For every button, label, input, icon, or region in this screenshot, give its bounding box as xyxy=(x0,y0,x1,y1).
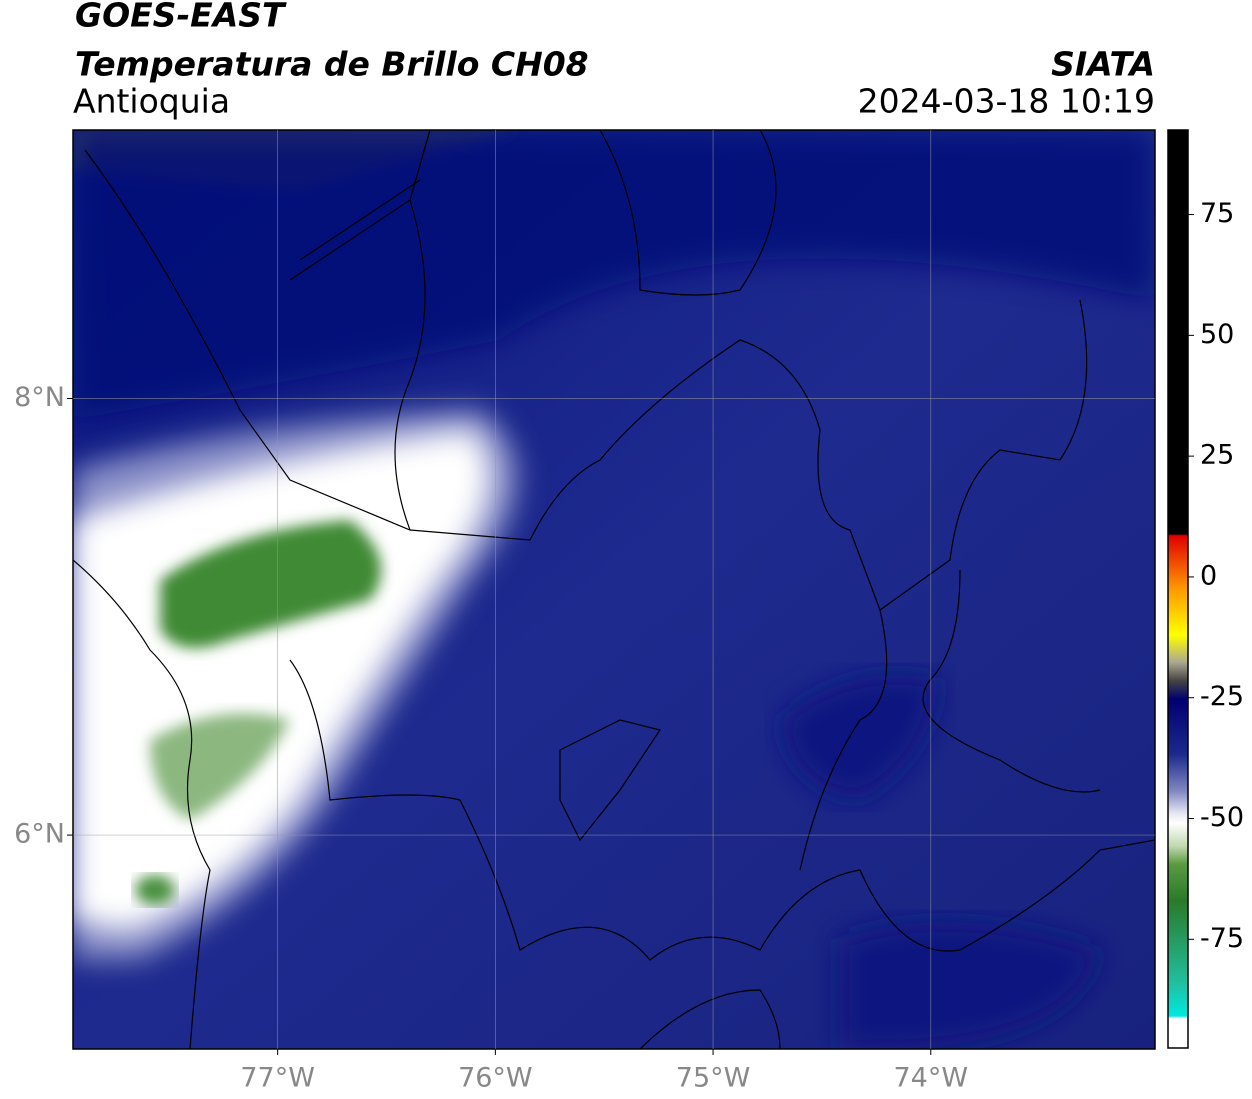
x-tick-label: 76°W xyxy=(458,1063,533,1094)
colorbar-tick-label: -25 xyxy=(1200,681,1244,712)
colorbar-tick-label: 25 xyxy=(1200,440,1234,471)
timestamp: 2024-03-18 10:19 xyxy=(858,82,1155,121)
x-tick-label: 74°W xyxy=(893,1063,968,1094)
colorbar-tick-label: -75 xyxy=(1200,923,1244,954)
y-tick-label: 6°N xyxy=(14,819,65,850)
map-frame xyxy=(72,129,1156,1050)
colorbar-tick-label: 75 xyxy=(1200,198,1234,229)
subtitle: Temperatura de Brillo CH08 xyxy=(75,45,589,84)
map-image xyxy=(73,130,1155,1049)
title: GOES-EAST xyxy=(75,0,287,35)
x-tick-label: 75°W xyxy=(676,1063,751,1094)
colorbar-tick-label: 0 xyxy=(1200,560,1217,591)
region: Antioquia xyxy=(73,82,230,121)
colorbar-tick-label: -50 xyxy=(1200,802,1244,833)
colorbar xyxy=(1167,129,1189,1049)
y-tick-label: 8°N xyxy=(14,382,65,413)
x-tick-label: 77°W xyxy=(240,1063,315,1094)
source: SIATA xyxy=(1051,45,1155,84)
colorbar-tick-label: 50 xyxy=(1200,319,1234,350)
